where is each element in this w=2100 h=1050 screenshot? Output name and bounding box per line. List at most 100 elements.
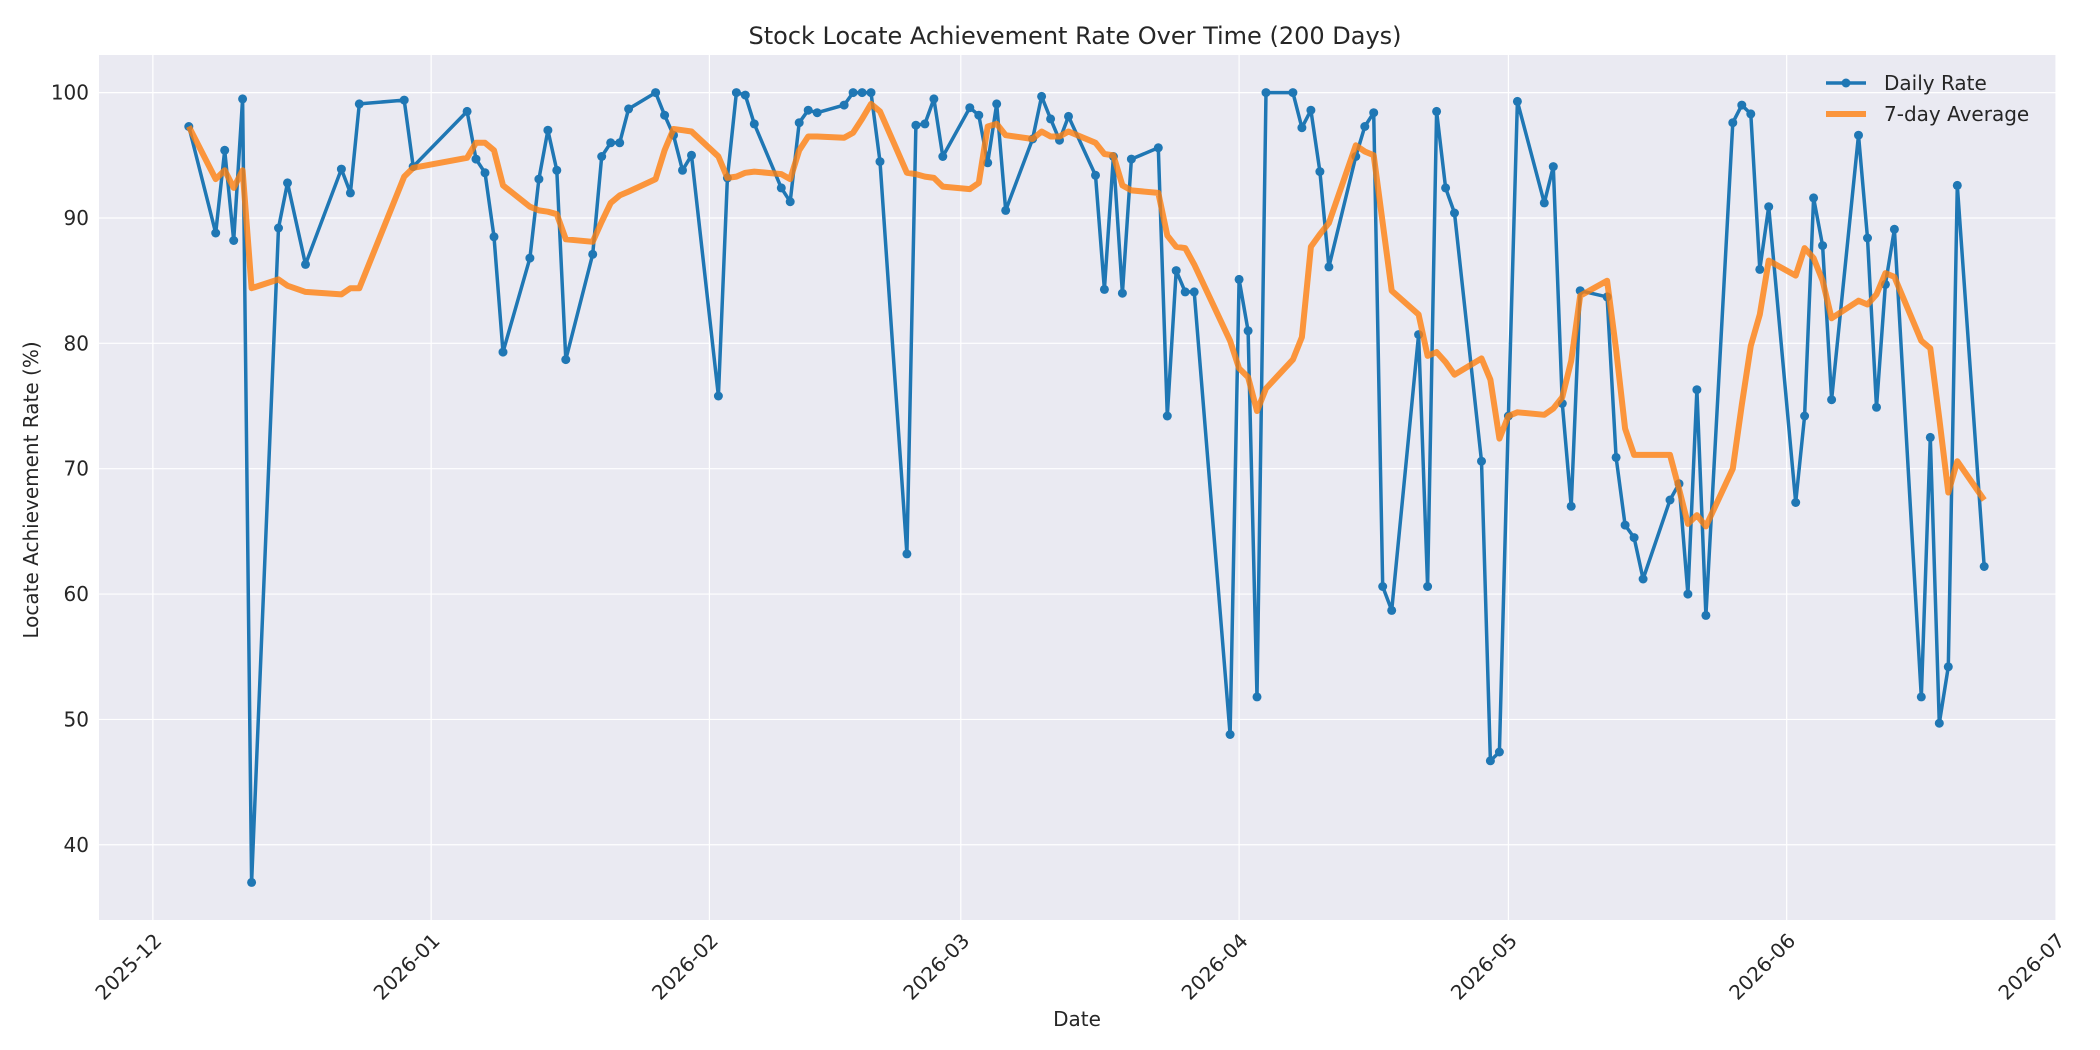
daily-rate-point: [597, 152, 607, 161]
daily-rate-point: [731, 88, 741, 98]
daily-rate-point: [1477, 456, 1486, 466]
daily-rate-point: [1378, 582, 1388, 591]
daily-rate-point: [911, 120, 921, 130]
chart-title: Stock Locate Achievement Rate Over Time …: [748, 22, 1401, 50]
daily-rate-point: [803, 105, 813, 115]
daily-rate-point: [552, 165, 562, 175]
x-axis-title: Date: [1053, 1007, 1101, 1031]
daily-rate-point: [606, 138, 616, 148]
daily-rate-point: [1485, 756, 1495, 766]
daily-rate-point: [238, 94, 248, 104]
daily-rate-point: [220, 145, 230, 155]
daily-rate-point: [1863, 233, 1872, 243]
daily-rate-point: [1539, 198, 1549, 208]
daily-rate-point: [1746, 109, 1756, 119]
daily-rate-point: [920, 119, 930, 129]
daily-rate-point: [1925, 432, 1935, 442]
daily-rate-point: [211, 228, 221, 238]
daily-rate-point: [794, 118, 804, 128]
daily-rate-point: [1037, 91, 1047, 101]
daily-rate-point: [687, 150, 696, 160]
daily-rate-point: [1369, 108, 1379, 118]
daily-rate-point: [1423, 582, 1433, 591]
daily-rate-point: [965, 103, 975, 113]
daily-rate-point: [1046, 114, 1056, 124]
daily-rate-point: [462, 106, 472, 116]
daily-rate-point: [399, 95, 409, 105]
daily-rate-point: [1306, 105, 1316, 115]
daily-rate-point: [1809, 193, 1819, 203]
daily-rate-point: [1288, 88, 1298, 98]
grid-lines: [99, 55, 2057, 920]
daily-rate-point: [776, 183, 786, 193]
daily-rate-point: [1324, 262, 1334, 272]
daily-rate-point: [749, 119, 759, 129]
daily-rate-point: [1755, 264, 1765, 274]
daily-rate-point: [543, 125, 553, 135]
daily-rate-point: [1171, 266, 1181, 276]
daily-rate-point: [345, 188, 355, 198]
daily-rate-point: [229, 236, 239, 245]
daily-rate-point: [1450, 208, 1459, 218]
daily-rate-point: [1162, 411, 1172, 421]
legend-marker-daily-rate: [1841, 78, 1851, 88]
daily-rate-point: [354, 99, 364, 109]
daily-rate-point: [561, 355, 571, 365]
series-line-7-day-average: [186, 100, 1987, 530]
daily-rate-point: [848, 88, 858, 98]
legend-label-daily-rate: Daily Rate: [1884, 71, 1987, 95]
y-tick-label: 100: [51, 81, 89, 105]
daily-rate-point: [785, 197, 795, 207]
daily-rate-point: [1225, 730, 1235, 739]
daily-rate-point: [1611, 452, 1621, 462]
daily-rate-point: [489, 232, 499, 242]
daily-rate-point: [1629, 533, 1639, 543]
daily-rate-point: [1728, 118, 1738, 128]
daily-rate-point: [1854, 130, 1863, 140]
daily-rate-point: [1764, 202, 1774, 212]
daily-rate-point: [938, 152, 948, 161]
daily-rate-point: [929, 94, 939, 104]
daily-rate-point: [1692, 385, 1702, 395]
daily-rate-point: [1934, 718, 1944, 728]
daily-rate-point: [660, 110, 670, 120]
daily-rate-point: [1153, 143, 1163, 153]
daily-rate-point: [1512, 96, 1522, 106]
daily-rate-point: [336, 164, 346, 174]
daily-rate-point: [1091, 170, 1100, 180]
daily-rate-point: [857, 88, 867, 98]
daily-rate-point: [1683, 589, 1693, 599]
daily-rate-point: [839, 100, 849, 110]
daily-rate-point: [651, 88, 661, 98]
y-tick-label: 40: [64, 833, 89, 857]
daily-rate-point: [1916, 692, 1926, 702]
y-tick-label: 90: [64, 206, 89, 230]
daily-rate-point: [1297, 123, 1307, 133]
daily-rate-point: [588, 249, 598, 259]
daily-rate-point: [902, 549, 912, 559]
daily-rate-point: [283, 178, 292, 188]
plot-area: [99, 55, 2056, 920]
daily-rate-point: [1638, 574, 1648, 584]
y-tick-label: 60: [64, 582, 89, 606]
daily-rate-point: [1665, 495, 1675, 505]
daily-rate-point: [624, 104, 634, 114]
y-tick-label: 50: [64, 707, 89, 731]
daily-rate-point: [1126, 154, 1136, 164]
daily-rate-point: [525, 253, 535, 263]
daily-rate-point: [1952, 180, 1962, 190]
y-tick-label: 70: [64, 457, 89, 481]
daily-rate-point: [992, 99, 1002, 109]
daily-rate-point: [1737, 100, 1747, 110]
daily-rate-point: [480, 168, 490, 178]
y-axis: 40 50 60 70 80 90 100: [51, 81, 89, 857]
daily-rate-point: [1827, 395, 1837, 405]
daily-rate-point: [1180, 287, 1190, 297]
daily-rate-point: [1889, 224, 1899, 234]
y-tick-label: 80: [64, 331, 89, 355]
daily-rate-point: [1548, 162, 1558, 172]
daily-rate-point: [713, 391, 723, 401]
daily-rate-point: [1001, 205, 1011, 215]
daily-rate-point: [1872, 402, 1881, 412]
